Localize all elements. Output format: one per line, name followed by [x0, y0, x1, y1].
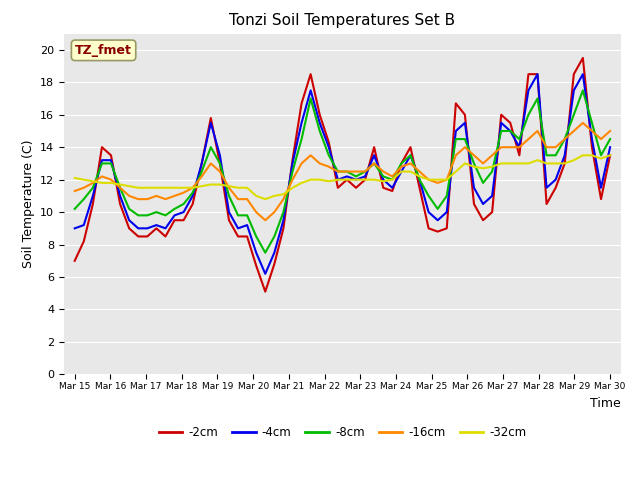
-4cm: [243, 222, 251, 228]
-32cm: [579, 153, 587, 158]
-16cm: [579, 120, 587, 126]
-16cm: [416, 168, 424, 174]
-2cm: [71, 258, 79, 264]
-4cm: [261, 271, 269, 276]
-2cm: [606, 153, 614, 158]
-16cm: [71, 188, 79, 194]
-16cm: [207, 160, 214, 166]
-8cm: [162, 213, 170, 218]
Line: -8cm: -8cm: [75, 90, 610, 252]
Text: TZ_fmet: TZ_fmet: [75, 44, 132, 57]
-32cm: [162, 185, 170, 191]
-16cm: [606, 128, 614, 134]
-32cm: [207, 181, 214, 187]
-32cm: [261, 196, 269, 202]
-2cm: [162, 234, 170, 240]
-4cm: [252, 250, 260, 255]
-16cm: [225, 185, 233, 191]
-8cm: [252, 234, 260, 240]
-32cm: [225, 183, 233, 189]
Line: -32cm: -32cm: [75, 156, 610, 199]
-4cm: [207, 120, 214, 126]
-4cm: [534, 72, 541, 77]
-32cm: [243, 185, 251, 191]
-8cm: [207, 144, 214, 150]
Line: -2cm: -2cm: [75, 58, 610, 292]
-32cm: [252, 193, 260, 199]
-8cm: [225, 193, 233, 199]
Line: -4cm: -4cm: [75, 74, 610, 274]
-2cm: [579, 55, 587, 61]
-4cm: [416, 177, 424, 182]
Line: -16cm: -16cm: [75, 123, 610, 220]
Title: Tonzi Soil Temperatures Set B: Tonzi Soil Temperatures Set B: [229, 13, 456, 28]
-8cm: [243, 213, 251, 218]
-2cm: [261, 289, 269, 295]
-2cm: [252, 263, 260, 268]
-8cm: [416, 177, 424, 182]
-4cm: [71, 226, 79, 231]
X-axis label: Time: Time: [590, 396, 621, 409]
-8cm: [579, 87, 587, 93]
-2cm: [416, 185, 424, 191]
Y-axis label: Soil Temperature (C): Soil Temperature (C): [22, 140, 35, 268]
-32cm: [416, 174, 424, 180]
-4cm: [225, 209, 233, 215]
-8cm: [71, 206, 79, 212]
-8cm: [261, 250, 269, 255]
-32cm: [606, 153, 614, 158]
-4cm: [162, 226, 170, 231]
-16cm: [252, 209, 260, 215]
-2cm: [207, 115, 214, 121]
-16cm: [261, 217, 269, 223]
-2cm: [243, 234, 251, 240]
Legend: -2cm, -4cm, -8cm, -16cm, -32cm: -2cm, -4cm, -8cm, -16cm, -32cm: [154, 421, 531, 444]
-8cm: [606, 136, 614, 142]
-32cm: [71, 175, 79, 181]
-4cm: [606, 144, 614, 150]
-2cm: [225, 217, 233, 223]
-16cm: [162, 196, 170, 202]
-16cm: [243, 196, 251, 202]
